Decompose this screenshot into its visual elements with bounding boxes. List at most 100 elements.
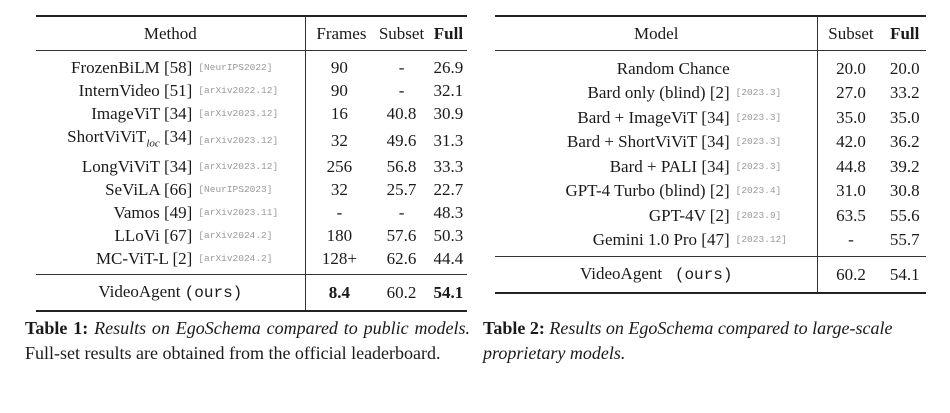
frames-value: 90	[330, 58, 348, 77]
release-date: [2023.12]	[729, 227, 819, 257]
method-name: LongViViT [34]	[81, 157, 193, 177]
table-row: FrozenBiLM [58] [NeurIPS2022] 90 - 26.9	[36, 50, 467, 80]
table-row: Bard + ShortViViT [34] [2023.3] 42.0 36.2	[495, 129, 926, 154]
table-row: Vamos [49] [arXiv2023.11] - - 48.3	[36, 201, 467, 225]
header-subset: Subset	[373, 16, 430, 51]
ours-model: VideoAgent	[580, 264, 663, 283]
table-2-ours-row: VideoAgent (ours) 60.2 54.1	[495, 256, 926, 294]
table-2-caption: Table 2: Results on EgoSchema compared t…	[483, 316, 943, 365]
subset-value: 62.6	[373, 247, 430, 276]
method-cell: SeViLA [66]	[36, 178, 192, 201]
subset-value: 44.8	[836, 156, 866, 176]
venue-reference: [arXiv2023.11]	[192, 201, 306, 225]
caption-text: Full-set results are obtained from the o…	[25, 342, 441, 363]
method-cell: LLoVi [67]	[36, 224, 193, 247]
model-name: Bard + ImageViT [34]	[577, 107, 730, 127]
venue-reference: [arXiv2024.2]	[192, 224, 306, 248]
subset-value: 27.0	[836, 83, 866, 103]
method-name: Vamos [49]	[113, 203, 193, 223]
full-value: 33.2	[889, 83, 920, 103]
full-value: 32.1	[433, 81, 464, 100]
venue-reference: [arXiv2023.12]	[192, 125, 306, 156]
table-1-ours-row: VideoAgent (ours) 8.4 60.2 54.1	[36, 274, 467, 313]
subset-value: 31.0	[836, 181, 866, 201]
full-value: 22.7	[433, 180, 464, 200]
venue-reference: [NeurIPS2023]	[192, 178, 306, 202]
caption-label: Table 1:	[25, 318, 89, 338]
subset-value: 20.0	[836, 58, 866, 78]
subset-value: -	[398, 81, 405, 100]
method-name: InternVideo [51]	[78, 81, 193, 100]
header-full: Full	[883, 16, 926, 51]
release-date: [2023.9]	[729, 203, 819, 228]
model-name: Bard + PALI [34]	[609, 156, 730, 176]
frames-value: 32	[330, 180, 348, 200]
subset-value: -	[398, 203, 405, 223]
subset-value: 63.5	[836, 205, 866, 225]
header-method: Method	[36, 16, 306, 51]
table-row: GPT-4 Turbo (blind) [2] [2023.4] 31.0 30.8	[495, 178, 926, 203]
method-citation: [34]	[164, 127, 193, 146]
full-value: 30.9	[433, 104, 464, 123]
frames-value: 256	[326, 157, 353, 177]
header-model: Model	[495, 16, 819, 51]
frames-value: 32	[330, 130, 348, 150]
caption-italic: Results on EgoSchema compared to public …	[94, 318, 470, 338]
full-value: 30.8	[889, 181, 920, 201]
method-name: LLoVi [67]	[114, 226, 193, 246]
caption-label: Table 2:	[483, 318, 545, 338]
subset-value: 35.0	[836, 107, 866, 127]
model-name: Bard + ShortViViT [34]	[567, 132, 730, 152]
table-row: ShortViViTloc [34] [arXiv2023.12] 32 49.6 31…	[36, 125, 467, 156]
venue-reference: [arXiv2023.12]	[192, 102, 306, 125]
release-date: [2023.3]	[729, 129, 819, 154]
model-name: GPT-4V [2]	[648, 205, 730, 225]
full-value: 44.4	[429, 247, 467, 276]
full-value: 39.2	[889, 156, 920, 176]
model-name: Gemini 1.0 Pro [47]	[495, 227, 730, 257]
header-full: Full	[429, 16, 467, 51]
table-row: MC-ViT-L [2] [arXiv2024.2] 128+ 62.6 44.4	[36, 247, 467, 276]
venue-reference: [arXiv2024.2]	[192, 247, 306, 276]
release-date: [2023.3]	[729, 105, 819, 130]
full-value: 50.3	[433, 226, 464, 246]
table-1-caption: Table 1: Results on EgoSchema compared t…	[25, 316, 470, 365]
full-value: 48.3	[433, 203, 464, 223]
frames-value: 16	[330, 104, 348, 123]
subset-value: 57.6	[386, 226, 417, 246]
ours-method: VideoAgent	[98, 282, 181, 302]
model-name: GPT-4 Turbo (blind) [2]	[565, 181, 730, 201]
table-row: LongViViT [34] [arXiv2023.12] 256 56.8 33.3	[36, 155, 467, 179]
full-value: 35.0	[889, 107, 920, 127]
caption-italic: Results on EgoSchema compared to large-s…	[483, 318, 893, 363]
venue-reference: [arXiv2022.12]	[192, 79, 306, 102]
full-value: 20.0	[889, 58, 920, 78]
method-subscript: loc	[146, 137, 160, 150]
release-date: [2023.3]	[729, 80, 819, 105]
subset-value: 42.0	[836, 132, 866, 152]
frames-value: 90	[330, 81, 348, 100]
method-name: FrozenBiLM [58]	[71, 58, 193, 77]
release-date: [2023.3]	[729, 154, 819, 179]
frames-value: 180	[326, 226, 353, 246]
method-name: MC-ViT-L [2]	[95, 249, 193, 269]
full-value: 55.7	[883, 227, 926, 257]
release-date	[729, 50, 819, 81]
venue-reference: [NeurIPS2022]	[192, 50, 306, 79]
table-1-results-public-models: Method Frames Subset Full FrozenBiLM [58…	[36, 15, 467, 313]
method-cell: FrozenBiLM [58]	[36, 51, 192, 80]
table-row: LLoVi [67] [arXiv2024.2] 180 57.6 50.3	[36, 224, 467, 248]
table-2-header-row: Model Subset Full	[495, 16, 926, 51]
table-row: SeViLA [66] [NeurIPS2023] 32 25.7 22.7	[36, 178, 467, 202]
full-value: 55.6	[889, 205, 920, 225]
subset-value: -	[817, 227, 884, 257]
ours-full: 54.1	[883, 256, 926, 294]
ours-full: 54.1	[429, 274, 467, 313]
table-row: InternVideo [51] [arXiv2022.12] 90 - 32.1	[36, 79, 467, 102]
table-row: Bard + PALI [34] [2023.3] 44.8 39.2	[495, 154, 926, 179]
table-row: ImageViT [34] [arXiv2023.12] 16 40.8 30.9	[36, 102, 467, 125]
ours-subset: 60.2	[817, 256, 884, 294]
frames-value: -	[336, 203, 343, 223]
ours-model-cell: VideoAgent (ours)	[495, 256, 819, 294]
release-date: [2023.4]	[729, 178, 819, 203]
